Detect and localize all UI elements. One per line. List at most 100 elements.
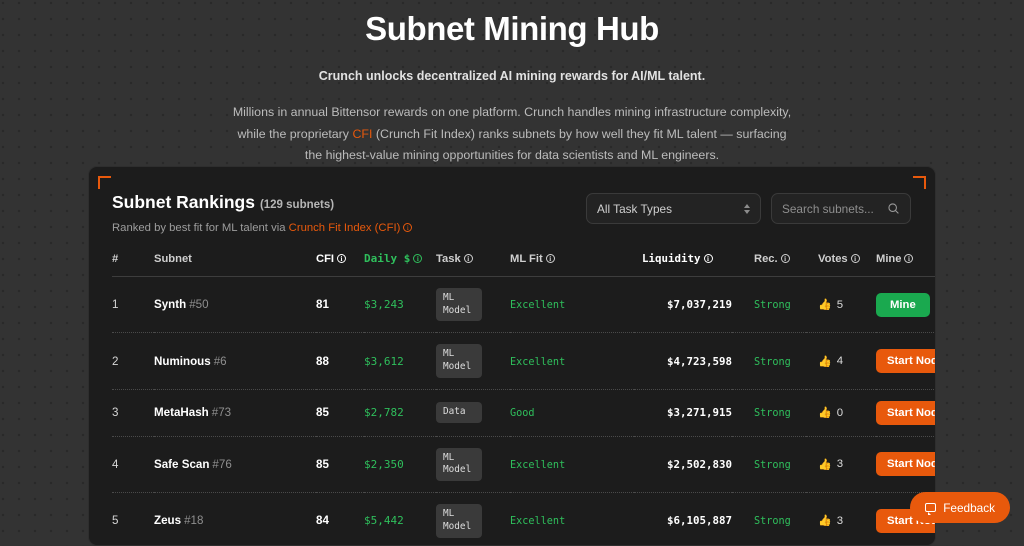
info-icon[interactable]: i	[413, 254, 422, 263]
cell-mlfit: Good	[510, 389, 634, 436]
info-icon[interactable]: i	[704, 254, 713, 263]
votes-count: 3	[837, 458, 843, 470]
cell-mlfit: Excellent	[510, 436, 634, 492]
chevron-updown-icon	[744, 204, 750, 214]
cell-cfi: 84	[316, 493, 364, 546]
cell-subnet[interactable]: MetaHash#73	[154, 389, 316, 436]
column-header-mine-label: Mine	[876, 253, 901, 265]
column-header-rec-label: Rec.	[754, 253, 778, 265]
hero-section: Subnet Mining Hub Crunch unlocks decentr…	[0, 0, 1024, 166]
subnet-name: MetaHash	[154, 406, 209, 419]
action-button[interactable]: Start Node	[876, 452, 936, 476]
cell-mine: Mine	[876, 277, 936, 333]
subnet-id: #50	[189, 298, 208, 311]
column-header-task-label: Task	[436, 253, 461, 265]
column-header-subnet: Subnet	[154, 252, 316, 277]
info-icon[interactable]: i	[781, 254, 790, 263]
cell-rec: Strong	[732, 277, 806, 333]
rec-value: Strong	[754, 300, 791, 311]
column-header-cfi-label: CFI	[316, 253, 334, 265]
subnet-id: #18	[184, 514, 203, 527]
cell-liquidity: $7,037,219	[634, 277, 732, 333]
thumbs-up-icon[interactable]: 👍	[818, 355, 832, 368]
cell-mine: Start Node	[876, 436, 936, 492]
cell-votes: 👍3	[806, 493, 876, 546]
cell-daily: $2,782	[364, 389, 436, 436]
subnet-count: (129 subnets)	[260, 199, 334, 211]
column-header-rank: #	[112, 252, 154, 277]
votes-count: 0	[837, 407, 843, 419]
card-header: Subnet Rankings(129 subnets) Ranked by b…	[89, 167, 935, 234]
info-icon[interactable]: i	[904, 254, 913, 263]
cell-votes: 👍4	[806, 333, 876, 389]
cell-mine: Start Node	[876, 333, 936, 389]
card-title-row: Subnet Rankings(129 subnets)	[112, 192, 412, 213]
page-title: Subnet Mining Hub	[0, 4, 1024, 49]
rec-value: Strong	[754, 516, 791, 527]
cell-task: ML Model	[436, 277, 510, 333]
subnet-name: Numinous	[154, 355, 211, 368]
column-header-liquidity-label: Liquidity	[642, 252, 701, 265]
feedback-button[interactable]: Feedback	[910, 492, 1010, 523]
cell-subnet[interactable]: Numinous#6	[154, 333, 316, 389]
subnet-name: Synth	[154, 298, 186, 311]
card-header-titles: Subnet Rankings(129 subnets) Ranked by b…	[112, 191, 412, 234]
subnet-id: #73	[212, 406, 231, 419]
cfi-link[interactable]: Crunch Fit Index (CFI)	[289, 222, 401, 234]
thumbs-up-icon[interactable]: 👍	[818, 514, 832, 527]
task-badge: ML Model	[436, 288, 482, 321]
card-controls: All Task Types Search subnets...	[586, 191, 911, 224]
cell-rec: Strong	[732, 436, 806, 492]
task-type-select-value: All Task Types	[597, 202, 672, 216]
task-type-select[interactable]: All Task Types	[586, 193, 761, 224]
info-icon[interactable]: i	[464, 254, 473, 263]
votes-count: 3	[837, 515, 843, 527]
column-header-daily-label: Daily $	[364, 252, 410, 265]
action-button[interactable]: Start Node	[876, 401, 936, 425]
cell-cfi: 85	[316, 389, 364, 436]
cell-subnet[interactable]: Safe Scan#76	[154, 436, 316, 492]
thumbs-up-icon[interactable]: 👍	[818, 458, 832, 471]
cell-daily: $3,243	[364, 277, 436, 333]
cell-rec: Strong	[732, 493, 806, 546]
cell-subnet[interactable]: Synth#50	[154, 277, 316, 333]
cell-liquidity: $6,105,887	[634, 493, 732, 546]
info-icon[interactable]: i	[403, 223, 412, 232]
column-header-mlfit-label: ML Fit	[510, 253, 543, 265]
action-button[interactable]: Start Node	[876, 349, 936, 373]
rec-value: Strong	[754, 357, 791, 368]
subnet-id: #6	[214, 355, 227, 368]
votes-count: 4	[837, 355, 843, 367]
search-icon	[887, 202, 900, 215]
ml-fit-value: Excellent	[510, 357, 565, 368]
cell-cfi: 88	[316, 333, 364, 389]
info-icon[interactable]: i	[851, 254, 860, 263]
cell-rank: 5	[112, 493, 154, 546]
thumbs-up-icon[interactable]: 👍	[818, 298, 832, 311]
action-button[interactable]: Mine	[876, 293, 930, 317]
cell-subnet[interactable]: Zeus#18	[154, 493, 316, 546]
cell-rec: Strong	[732, 333, 806, 389]
cell-daily: $5,442	[364, 493, 436, 546]
ml-fit-value: Excellent	[510, 460, 565, 471]
search-input[interactable]: Search subnets...	[771, 193, 911, 224]
hero-description-part2: (Crunch Fit Index) ranks subnets by how …	[305, 127, 787, 162]
subnet-name: Zeus	[154, 514, 181, 527]
subnet-rankings-card: Subnet Rankings(129 subnets) Ranked by b…	[88, 166, 936, 546]
thumbs-up-icon[interactable]: 👍	[818, 406, 832, 419]
cell-cfi: 85	[316, 436, 364, 492]
search-input-placeholder: Search subnets...	[782, 202, 874, 216]
info-icon[interactable]: i	[546, 254, 555, 263]
info-icon[interactable]: i	[337, 254, 346, 263]
